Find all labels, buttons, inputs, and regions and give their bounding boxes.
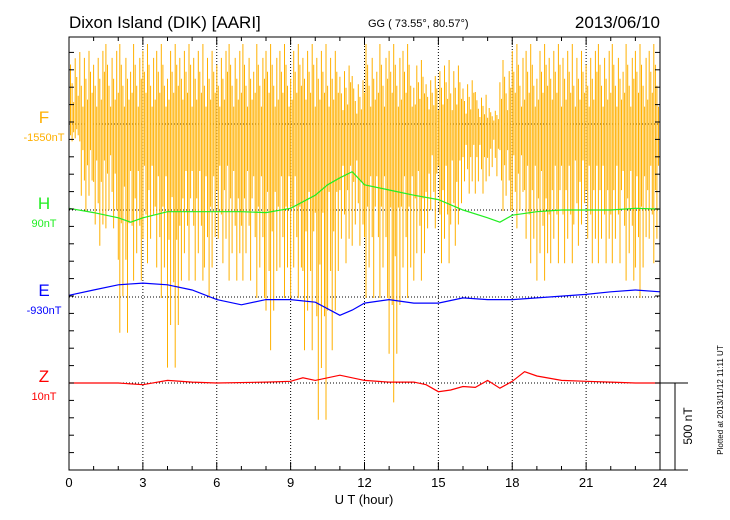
trace-Z (69, 371, 660, 393)
x-tick-label: 3 (139, 475, 146, 490)
x-tick-label: 6 (213, 475, 220, 490)
axis-ticks (68, 37, 661, 471)
axis-labels: 0 3 6 9 12 15 18 21 24 F -1550nT H 90nT E -930nT Z 10nT (24, 108, 668, 490)
scale-bar: 500 nT (660, 382, 695, 471)
series-name-H: H (38, 194, 50, 213)
series-name-E: E (38, 281, 49, 300)
trace-H (68, 170, 661, 223)
series-baseline-Z: 10nT (31, 391, 56, 403)
trace-F (68, 44, 659, 420)
x-axis-label: U T (hour) (335, 492, 394, 507)
x-tick-label: 9 (287, 475, 294, 490)
date-label: 2013/06/10 (575, 13, 660, 32)
traces (68, 44, 661, 420)
series-baseline-F: -1550nT (24, 132, 65, 144)
trace-E (68, 282, 661, 316)
x-tick-label: 21 (579, 475, 593, 490)
station-title: Dixon Island (DIK) [AARI] (69, 13, 261, 32)
series-name-F: F (39, 108, 49, 127)
x-tick-label: 24 (653, 475, 667, 490)
x-tick-label: 18 (505, 475, 519, 490)
coordinates-label: GG ( 73.55°, 80.57°) (368, 18, 469, 30)
plotted-note: Plotted at 2013/11/12 11:11 UT (716, 345, 725, 455)
scale-bar-label: 500 nT (681, 407, 695, 445)
x-tick-label: 0 (65, 475, 72, 490)
series-name-Z: Z (39, 367, 49, 386)
series-baseline-E: -930nT (27, 305, 62, 317)
x-tick-label: 15 (431, 475, 445, 490)
x-tick-label: 12 (357, 475, 371, 490)
series-baseline-H: 90nT (31, 218, 56, 230)
